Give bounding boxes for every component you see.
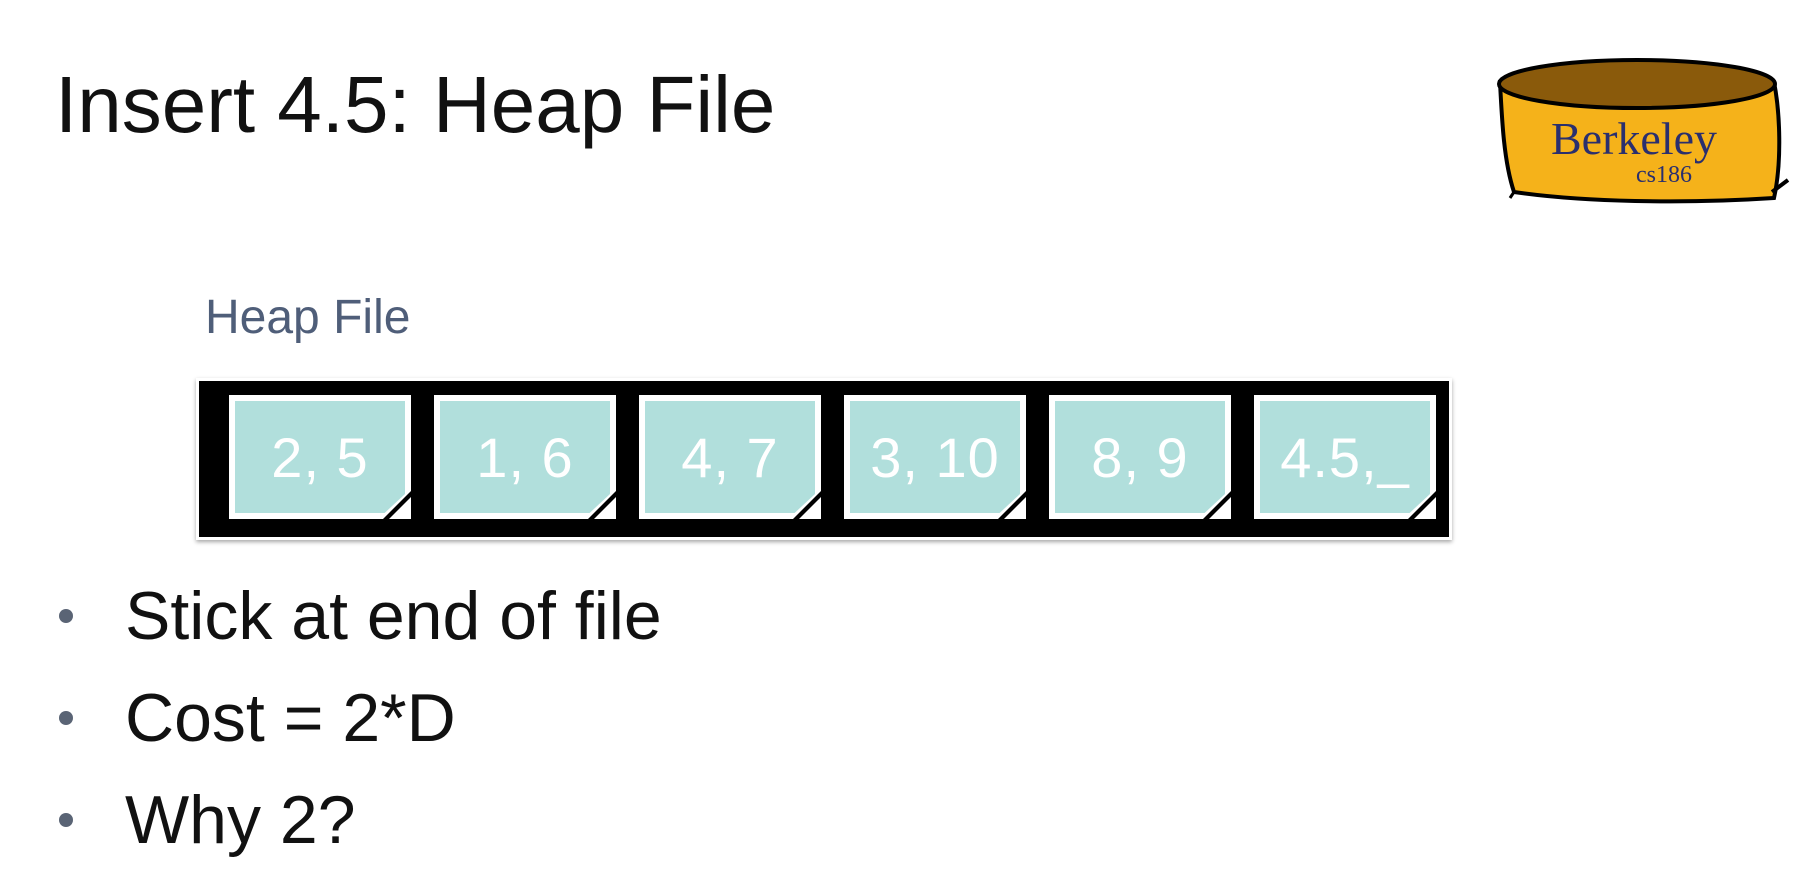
page: 8, 9 xyxy=(1049,395,1231,519)
bullet-item: Why 2? xyxy=(52,769,662,871)
bullet-item: Stick at end of file xyxy=(52,565,662,667)
page-record: 1, 6 xyxy=(476,425,574,489)
bullet-dot-icon xyxy=(59,609,73,623)
page-fold-icon xyxy=(793,491,821,519)
bullet-dot-icon xyxy=(59,813,73,827)
page-record: 8, 9 xyxy=(1091,425,1189,489)
page: 4, 7 xyxy=(639,395,821,519)
page-fold-icon xyxy=(998,491,1026,519)
page-fold-icon xyxy=(588,491,616,519)
logo-body xyxy=(1497,80,1782,204)
page: 2, 5 xyxy=(229,395,411,519)
bullet-list: Stick at end of file Cost = 2*D Why 2? xyxy=(52,565,662,871)
heap-file-bar: 2, 5 1, 6 4, 7 3, 10 8, 9 4.5,_ xyxy=(196,378,1452,540)
bullet-text: Stick at end of file xyxy=(125,578,662,654)
berkeley-cs186-logo: Berkeley cs186 xyxy=(1497,58,1790,204)
logo-top xyxy=(1497,58,1777,110)
page-fold-icon xyxy=(383,491,411,519)
page: 3, 10 xyxy=(844,395,1026,519)
logo-subtext: cs186 xyxy=(1636,162,1692,188)
page-fold-icon xyxy=(1408,491,1436,519)
bullet-dot-icon xyxy=(59,711,73,725)
page-record: 4, 7 xyxy=(681,425,779,489)
slide-title: Insert 4.5: Heap File xyxy=(55,60,776,149)
page: 1, 6 xyxy=(434,395,616,519)
bullet-item: Cost = 2*D xyxy=(52,667,662,769)
heap-file-label: Heap File xyxy=(205,291,411,344)
logo-text: Berkeley xyxy=(1551,113,1717,164)
page-record: 4.5,_ xyxy=(1280,425,1410,489)
bullet-text: Cost = 2*D xyxy=(125,680,456,756)
page-new-record: 4.5,_ xyxy=(1254,395,1436,519)
page-fold-icon xyxy=(1203,491,1231,519)
page-record: 2, 5 xyxy=(271,425,369,489)
bullet-text: Why 2? xyxy=(125,782,356,858)
page-record: 3, 10 xyxy=(870,425,1000,489)
